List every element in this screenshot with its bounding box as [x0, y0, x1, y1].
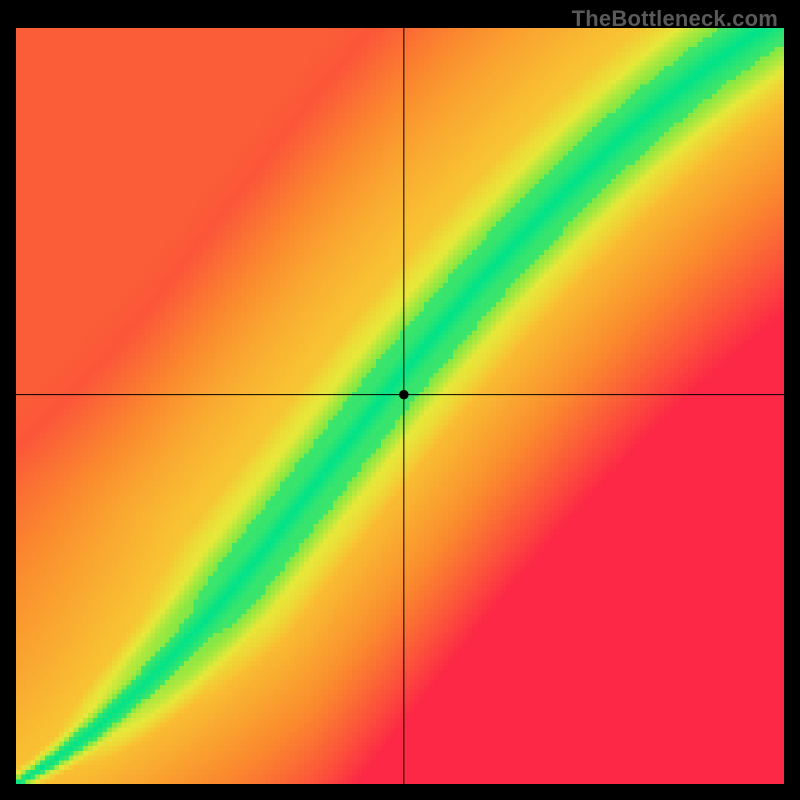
- watermark-text: TheBottleneck.com: [572, 6, 778, 32]
- bottleneck-heatmap: [16, 28, 784, 784]
- plot-area: [16, 28, 784, 784]
